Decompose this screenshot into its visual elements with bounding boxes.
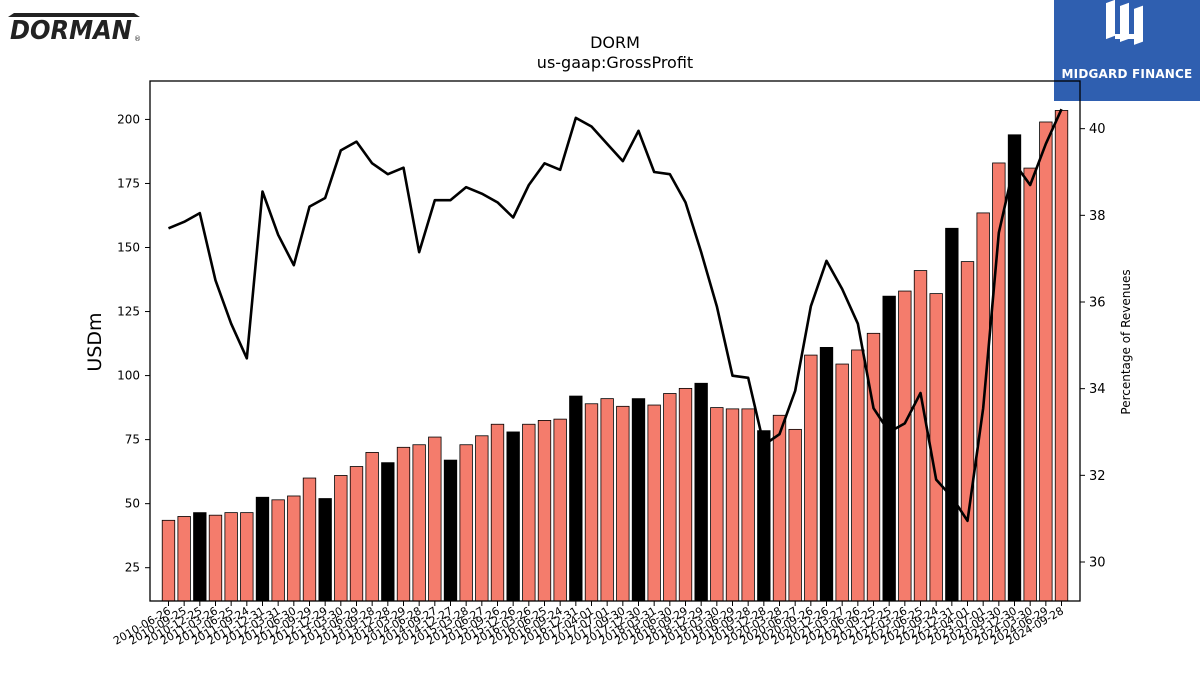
chart-subtitle: us-gaap:GrossProfit bbox=[537, 53, 693, 72]
bar-2023-12-30 bbox=[1007, 134, 1022, 602]
bar-2013-06-29 bbox=[349, 466, 364, 602]
y-tick-label: 100 bbox=[117, 369, 140, 383]
bar-2016-12-31 bbox=[569, 395, 583, 602]
bar-2022-06-25 bbox=[913, 270, 928, 602]
bar-2016-06-25 bbox=[537, 420, 552, 602]
midgard-emblem-icon bbox=[1106, 0, 1143, 45]
bar-2018-12-29 bbox=[694, 382, 708, 602]
y2-tick-label: 32 bbox=[1089, 469, 1106, 484]
bar-2022-03-26 bbox=[898, 290, 912, 602]
plot-frame bbox=[149, 80, 1081, 602]
axes bbox=[149, 80, 1081, 602]
y2-axis-label: Percentage of Revenues bbox=[1119, 269, 1133, 414]
bar-2011-12-31 bbox=[255, 496, 270, 602]
bar-2010-09-25 bbox=[177, 516, 191, 602]
bar-2011-03-26 bbox=[208, 514, 223, 602]
bar-2021-03-27 bbox=[835, 363, 849, 602]
y-tick-label: 50 bbox=[125, 497, 140, 511]
y-tick-label: 200 bbox=[117, 112, 140, 126]
gross-margin-line bbox=[167, 108, 1063, 523]
svg-text:®: ® bbox=[134, 35, 141, 43]
dorman-logo-text: DORMAN bbox=[10, 16, 132, 46]
bar-2010-12-25 bbox=[193, 512, 207, 602]
bar-2014-03-29 bbox=[396, 446, 411, 602]
bar-2021-06-26 bbox=[851, 349, 865, 602]
bar-2015-09-26 bbox=[490, 423, 505, 602]
bar-2015-03-28 bbox=[459, 444, 473, 602]
bar-series bbox=[161, 110, 1069, 602]
bar-2019-06-29 bbox=[725, 408, 740, 602]
bar-2019-03-30 bbox=[710, 407, 724, 602]
y2-tick-label: 30 bbox=[1089, 556, 1106, 571]
bar-2011-09-24 bbox=[240, 512, 254, 602]
y-tick-label: 175 bbox=[117, 176, 140, 190]
bar-2020-12-26 bbox=[819, 346, 834, 602]
bar-2022-12-31 bbox=[945, 227, 959, 602]
bar-2021-12-25 bbox=[882, 295, 896, 602]
y-tick-label: 25 bbox=[125, 561, 140, 575]
bar-2017-12-30 bbox=[631, 398, 646, 602]
bar-2017-09-30 bbox=[616, 405, 630, 602]
bar-2012-06-30 bbox=[287, 495, 301, 602]
bar-2014-06-28 bbox=[412, 444, 426, 602]
y-tick-label: 125 bbox=[117, 305, 140, 319]
y2-tick-label: 36 bbox=[1089, 296, 1106, 311]
bar-2024-06-29 bbox=[1039, 121, 1053, 602]
bar-2018-09-29 bbox=[678, 387, 693, 602]
bar-2024-09-28 bbox=[1054, 110, 1069, 602]
bar-2010-06-26 bbox=[161, 519, 176, 602]
bar-2011-06-25 bbox=[224, 512, 238, 602]
bar-2020-06-27 bbox=[788, 428, 802, 602]
bar-2017-07-01 bbox=[600, 398, 614, 602]
bar-2023-04-01 bbox=[960, 261, 975, 602]
bar-2022-09-24 bbox=[929, 293, 943, 602]
bar-2021-09-25 bbox=[866, 332, 881, 602]
bar-2019-09-28 bbox=[741, 408, 755, 602]
chart-title: DORM bbox=[590, 33, 640, 52]
tick-labels: 2550751001251501752003032343638402010-06… bbox=[111, 112, 1105, 647]
y2-tick-label: 40 bbox=[1089, 122, 1106, 137]
bar-2014-12-27 bbox=[443, 459, 458, 602]
bar-2014-09-27 bbox=[428, 436, 442, 602]
bar-2016-09-24 bbox=[553, 418, 567, 602]
bar-2017-04-01 bbox=[584, 403, 599, 602]
bar-2012-12-29 bbox=[318, 498, 332, 602]
bar-2024-03-30 bbox=[1023, 167, 1037, 602]
bar-2013-09-28 bbox=[365, 452, 379, 602]
bar-2013-12-28 bbox=[381, 462, 395, 602]
bar-2015-06-27 bbox=[475, 435, 489, 602]
y-tick-label: 150 bbox=[117, 241, 140, 255]
bar-2012-09-29 bbox=[302, 477, 317, 602]
bar-2018-06-30 bbox=[663, 393, 677, 602]
bar-2020-03-28 bbox=[772, 414, 787, 602]
bar-2020-09-26 bbox=[804, 354, 818, 602]
margin-line-series bbox=[167, 108, 1063, 523]
midgard-finance-logo: MIDGARD FINANCE bbox=[1054, 0, 1200, 101]
y-axis-label: USDm bbox=[84, 312, 106, 371]
bar-2019-12-28 bbox=[757, 430, 771, 602]
bar-2015-12-26 bbox=[506, 431, 520, 602]
y-tick-label: 75 bbox=[125, 433, 140, 447]
bar-2016-03-26 bbox=[522, 423, 536, 602]
y2-tick-label: 34 bbox=[1089, 382, 1106, 397]
bar-2018-03-31 bbox=[647, 404, 661, 602]
bar-2013-03-30 bbox=[334, 475, 348, 602]
y2-tick-label: 38 bbox=[1089, 209, 1106, 224]
bar-2012-03-31 bbox=[271, 499, 285, 602]
midgard-finance-brand-text: MIDGARD FINANCE bbox=[1061, 67, 1193, 81]
dorman-logo: DORMAN ® bbox=[6, 12, 142, 50]
